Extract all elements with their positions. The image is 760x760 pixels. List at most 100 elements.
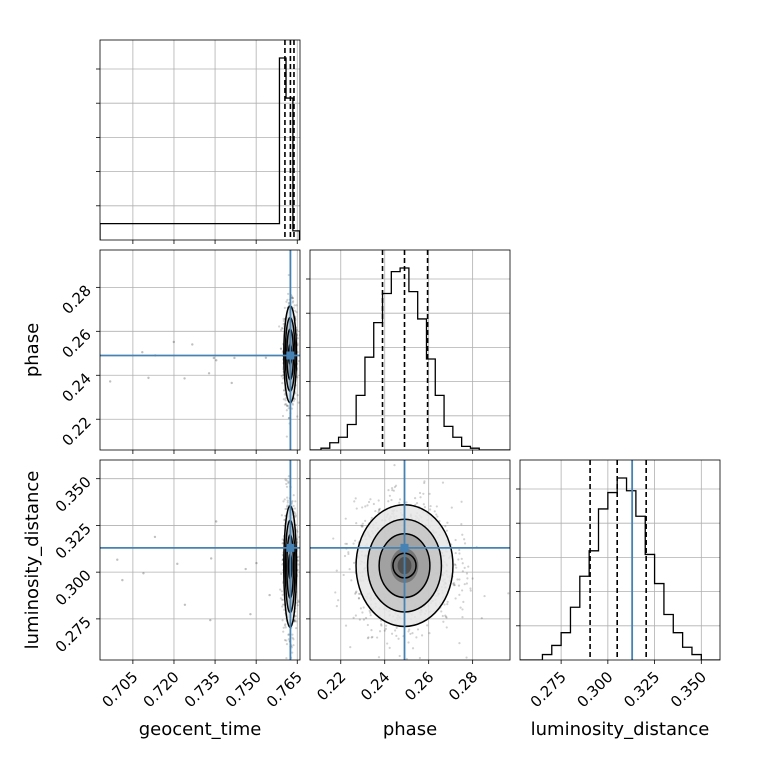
panel-content [100, 40, 300, 240]
sample-point [390, 487, 394, 490]
sample-point [420, 634, 424, 637]
sample-point [428, 508, 432, 511]
sample-point [362, 606, 365, 609]
sample-point [292, 306, 295, 310]
sample-point [280, 590, 283, 593]
sample-point [283, 639, 287, 642]
sample-point [290, 295, 294, 298]
sample-point [291, 301, 294, 304]
sample-point [153, 535, 157, 539]
sample-point [383, 629, 386, 632]
sample-point [297, 555, 300, 558]
sample-point [214, 520, 218, 523]
sample-point [280, 514, 283, 517]
sample-point [209, 557, 213, 560]
y-axis-label: luminosity_distance [22, 471, 43, 650]
sample-point [372, 502, 375, 506]
sample-point [297, 563, 300, 566]
sample-point [441, 614, 444, 618]
sample-point [461, 589, 464, 592]
sample-point [121, 578, 124, 582]
sample-point [361, 522, 364, 525]
x-tick-label: 0.750 [222, 668, 265, 711]
sample-point [284, 507, 287, 511]
sample-point [454, 538, 457, 542]
sample-point [285, 639, 288, 642]
sample-point [285, 643, 289, 646]
sample-point [344, 517, 347, 520]
sample-point [295, 620, 298, 623]
sample-point [390, 498, 393, 502]
sample-point [409, 632, 412, 636]
sample-point [463, 566, 466, 569]
sample-point [380, 623, 383, 626]
sample-point [296, 559, 300, 562]
sample-point [285, 479, 288, 482]
sample-point [283, 624, 287, 627]
sample-point [285, 404, 289, 407]
sample-point [281, 593, 284, 597]
sample-point [469, 589, 472, 592]
sample-point [268, 593, 271, 597]
sample-point [459, 606, 462, 609]
sample-point [281, 538, 284, 541]
sample-point [444, 615, 448, 618]
sample-point [280, 598, 284, 601]
sample-point [423, 481, 426, 485]
sample-point [347, 551, 350, 554]
sample-point [297, 599, 300, 602]
sample-point [284, 399, 287, 402]
panel-frame [99, 249, 301, 451]
sample-point [295, 304, 298, 307]
sample-point [354, 614, 357, 617]
sample-point [285, 505, 289, 508]
sample-point [467, 565, 470, 568]
sample-point [287, 273, 290, 277]
panel-frame [309, 249, 511, 451]
sample-point [458, 593, 461, 596]
sample-point [384, 627, 388, 630]
sample-point [352, 561, 356, 564]
sample-point [350, 579, 353, 582]
sample-point [291, 403, 295, 406]
sample-point [361, 506, 364, 509]
sample-point [366, 623, 369, 627]
truth-marker [286, 543, 295, 552]
sample-point [370, 516, 373, 519]
sample-point [285, 485, 289, 488]
x-axis-label: geocent_time [139, 719, 262, 740]
sample-point [282, 377, 285, 380]
sample-point [297, 600, 300, 604]
sample-point [352, 542, 355, 545]
sample-point [376, 636, 379, 639]
sample-point [366, 637, 370, 640]
sample-point [441, 481, 445, 484]
sample-point [282, 500, 285, 503]
sample-point [460, 557, 463, 560]
sample-point [445, 626, 448, 629]
sample-point [463, 583, 466, 586]
sample-point [465, 656, 468, 659]
sample-point [287, 301, 290, 305]
panel-content [520, 460, 720, 660]
sample-point [280, 328, 283, 331]
sample-point [108, 380, 112, 383]
sample-point [392, 489, 395, 492]
sample-point [433, 510, 436, 513]
y-tick-label: 0.325 [52, 520, 95, 563]
hist-panel-geocent_time [96, 39, 301, 244]
panel-frame [99, 39, 301, 241]
sample-point [297, 359, 300, 363]
sample-point [411, 647, 415, 650]
sample-point [283, 403, 286, 406]
sample-point [287, 292, 290, 295]
x-tick-label: 0.275 [527, 668, 570, 711]
sample-point [292, 399, 295, 403]
sample-point [282, 319, 285, 322]
sample-point [230, 381, 233, 385]
sample-point [445, 616, 448, 619]
sample-point [296, 337, 299, 340]
truth-marker [286, 351, 295, 360]
sample-point [345, 542, 349, 545]
y-tick-label: 0.300 [52, 566, 95, 609]
